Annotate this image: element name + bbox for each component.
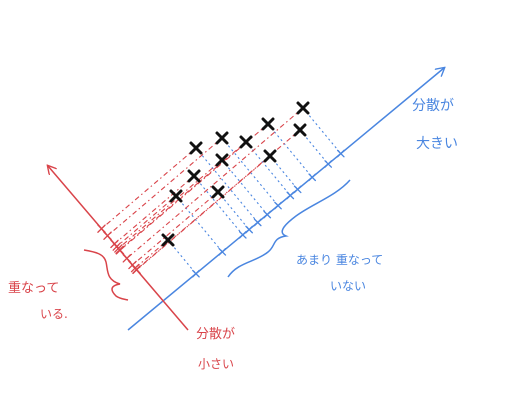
red-projection-mark-stroke-b — [112, 242, 122, 251]
red-projection-line — [119, 141, 247, 251]
blue-projection-mark-stroke-b — [192, 269, 200, 278]
data-point-stroke-b — [215, 153, 229, 167]
blue-projection-line — [245, 141, 291, 196]
blue-projection-line — [299, 129, 329, 165]
data-point — [161, 233, 175, 247]
red-projection-mark-stroke-b — [103, 231, 112, 240]
small-variance-label-line1: 分散が — [196, 327, 235, 342]
blue-projection-mark-stroke-b — [286, 191, 295, 200]
data-point — [211, 185, 225, 199]
red-projection-marks — [97, 224, 141, 275]
data-points — [161, 101, 310, 247]
data-point-stroke-b — [293, 123, 307, 137]
data-point — [263, 149, 277, 163]
not-overlap-brace — [227, 179, 351, 278]
red-projection-mark — [103, 231, 112, 240]
data-point-stroke-b — [261, 117, 275, 131]
blue-projection-mark — [286, 191, 295, 200]
blue-projection-mark — [245, 225, 253, 234]
blue-projection-line — [175, 195, 223, 253]
data-point — [261, 117, 275, 131]
red-projection-line — [114, 175, 195, 245]
overlap-label-line2: いる. — [40, 307, 68, 321]
not-overlap-label-line1: あまり 重なって — [296, 253, 383, 267]
blue-projection-line — [221, 159, 268, 215]
blue-projection-line — [193, 175, 244, 236]
blue-projection-mark — [238, 230, 247, 239]
red-projection-mark — [130, 263, 140, 273]
red-projection-line — [116, 195, 177, 247]
data-point-stroke-b — [239, 135, 253, 149]
blue-projection-mark — [293, 185, 302, 194]
red-projection-mark — [122, 254, 132, 263]
not-overlap-label-line2: いない — [330, 279, 366, 293]
blue-projection-line — [269, 155, 299, 190]
data-point-stroke-b — [215, 131, 229, 145]
data-point — [239, 135, 253, 149]
overlap-brace — [83, 249, 129, 301]
data-point — [215, 153, 229, 167]
red-projection-mark — [97, 224, 106, 233]
blue-projection-mark-stroke-b — [238, 230, 247, 239]
data-point — [169, 189, 183, 203]
small-variance-label-line2: 小さい — [198, 357, 234, 371]
blue-projection-line — [267, 123, 313, 178]
red-projection-line — [126, 107, 304, 259]
blue-projection-line — [167, 239, 197, 275]
red-projection-lines — [101, 107, 304, 271]
red-projection-line — [107, 137, 223, 237]
blue-projection-mark — [336, 149, 345, 158]
blue-projection-mark-stroke-b — [274, 201, 282, 210]
data-point-stroke-b — [263, 149, 277, 163]
red-projection-line — [101, 147, 197, 230]
data-point-stroke-b — [187, 169, 201, 183]
blue-projection-mark-stroke-b — [245, 225, 253, 234]
large-variance-label-line2: 大きい — [416, 136, 458, 152]
red-projection-line — [118, 159, 223, 249]
large-variance-axis — [127, 68, 444, 331]
data-point — [187, 169, 201, 183]
blue-projection-mark — [263, 210, 272, 219]
data-point — [296, 101, 310, 115]
data-point-stroke-b — [189, 141, 203, 155]
blue-projection-mark-stroke-b — [253, 218, 262, 227]
blue-projection-mark — [192, 269, 200, 278]
blue-projection-mark-stroke-b — [336, 149, 345, 158]
blue-projection-marks — [192, 149, 345, 278]
blue-projection-mark — [308, 173, 317, 182]
blue-projection-lines — [167, 107, 342, 275]
red-projection-mark-stroke-b — [97, 224, 106, 233]
data-point-stroke-b — [169, 189, 183, 203]
blue-projection-line — [302, 107, 342, 154]
blue-projection-mark-stroke-b — [324, 160, 333, 168]
red-projection-line — [136, 155, 271, 271]
data-point — [293, 123, 307, 137]
blue-projection-mark-stroke-b — [218, 247, 227, 256]
blue-projection-line — [217, 191, 250, 230]
data-point — [189, 141, 203, 155]
large-variance-label-line1: 分散が — [412, 98, 454, 114]
red-projection-mark — [112, 242, 122, 251]
red-projection-line — [134, 239, 169, 269]
blue-projection-mark — [324, 160, 333, 168]
red-projection-mark-stroke-b — [122, 254, 132, 263]
blue-projection-line — [221, 137, 279, 206]
data-point-stroke-b — [211, 185, 225, 199]
data-point-stroke-b — [296, 101, 310, 115]
blue-projection-mark — [253, 218, 262, 227]
blue-projection-mark — [274, 201, 282, 210]
data-point — [215, 131, 229, 145]
blue-projection-mark-stroke-b — [263, 210, 272, 219]
blue-projection-mark-stroke-b — [308, 173, 317, 182]
data-point-stroke-b — [161, 233, 175, 247]
blue-projection-mark — [218, 247, 227, 256]
red-projection-mark-stroke-b — [130, 263, 140, 273]
overlap-label-line1: 重なって — [8, 280, 59, 296]
blue-projection-mark-stroke-b — [293, 185, 302, 194]
blue-projection-line — [195, 147, 259, 223]
